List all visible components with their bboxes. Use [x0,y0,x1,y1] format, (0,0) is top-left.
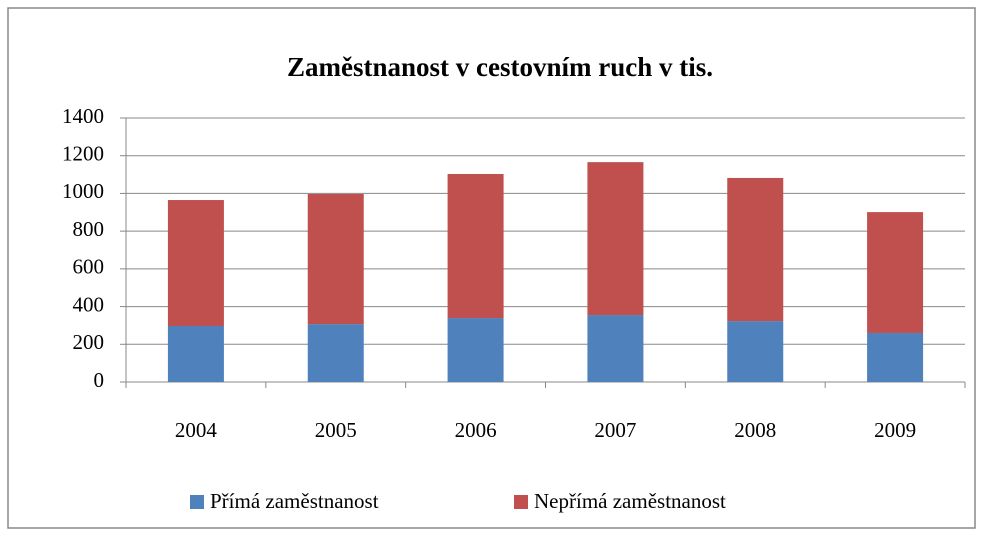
bar-segment [307,193,364,325]
y-tick-label: 1400 [62,104,104,128]
bar-segment [727,177,784,322]
bar-segment [587,162,644,316]
legend-label: Přímá zaměstnanost [210,489,379,513]
bar-segment [167,200,224,326]
bar-segment [447,318,504,382]
bar-segment [727,321,784,382]
x-tick-label: 2008 [734,418,776,442]
bar-segment [867,212,924,333]
x-tick-label: 2004 [175,418,218,442]
x-tick-label: 2006 [455,418,497,442]
bar-segment [587,315,644,382]
y-tick-label: 200 [73,330,105,354]
y-tick-label: 1200 [62,142,104,166]
y-tick-label: 0 [94,368,105,392]
legend-swatch [514,495,528,509]
legend-label: Nepřímá zaměstnanost [534,489,726,513]
x-tick-label: 2009 [874,418,916,442]
y-tick-label: 1000 [62,179,104,203]
legend-swatch [190,495,204,509]
y-tick-label: 600 [73,255,105,279]
y-tick-label: 400 [73,292,105,316]
bar-segment [867,332,924,382]
bar-segment [307,324,364,382]
bar-segment [447,174,504,319]
x-tick-label: 2005 [315,418,357,442]
y-tick-label: 800 [73,217,105,241]
chart-title: Zaměstnanost v cestovním ruch v tis. [287,52,713,82]
x-tick-label: 2007 [594,418,636,442]
bar-segment [167,325,224,382]
